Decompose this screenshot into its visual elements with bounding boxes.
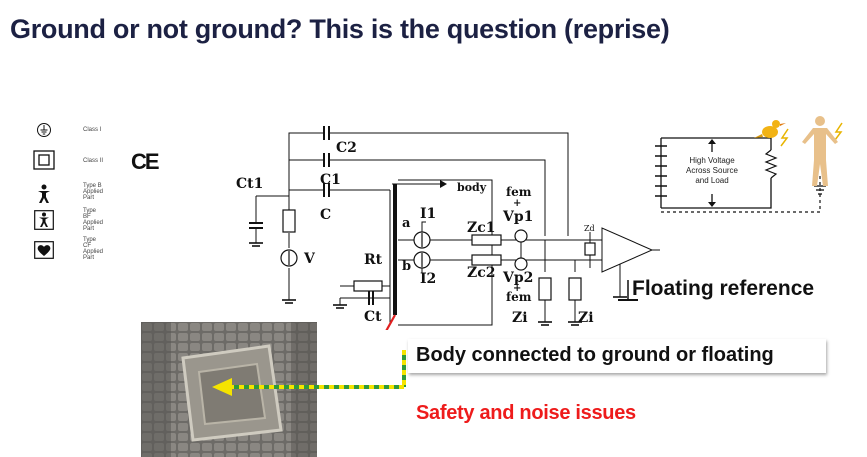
label-zi2: Zi: [578, 310, 594, 326]
label-zd: Zd: [584, 224, 595, 233]
label-vp1: Vp1: [502, 209, 533, 225]
label-v: V: [303, 251, 316, 267]
class-2-label: Class II: [83, 158, 104, 164]
equipment-symbols-panel: Class I Class II CE Type B Applied Part …: [25, 116, 168, 262]
class-2-row: Class II: [25, 150, 168, 170]
label-a: a: [402, 216, 411, 231]
safety-noise-label: Safety and noise issues: [416, 402, 636, 424]
label-zc2: Zc2: [467, 265, 496, 281]
label-zc1: Zc1: [467, 220, 496, 236]
label-vp2: Vp2: [502, 270, 533, 286]
type-cf-row: Type CF Applied Part: [25, 237, 168, 268]
type-cf-label: Type CF Applied Part: [83, 237, 104, 261]
floating-reference-label: Floating reference: [632, 277, 815, 300]
label-i1: I1: [420, 206, 436, 222]
double-insulation-icon: [33, 150, 55, 170]
type-bf-person-icon: [33, 208, 55, 232]
label-body: body: [457, 181, 487, 194]
circuit-schematic: C2 C1 C Ct1 V a b I1 I2 Zc1 Zc2 fem + Vp…: [236, 126, 660, 330]
ce-mark: CE: [131, 149, 160, 174]
class-1-label: Class I: [83, 127, 102, 133]
label-fem2: fem: [506, 290, 532, 304]
body-connection-box: Body connected to ground or floating: [408, 339, 826, 373]
type-bf-label: Type BF Applied Part: [83, 208, 104, 232]
label-c: C: [320, 207, 331, 223]
label-c2: C2: [336, 140, 357, 156]
type-bf-row: Type BF Applied Part: [25, 208, 168, 236]
type-b-person-icon: [33, 182, 55, 206]
label-plus2: +: [513, 283, 521, 294]
label-fem1: fem: [506, 185, 532, 199]
label-rt: Rt: [364, 252, 383, 268]
type-b-row: Type B Applied Part: [25, 182, 168, 206]
protective-earth-icon: [33, 120, 55, 140]
label-b: b: [402, 259, 411, 274]
inset-voltage-text: High Voltage Across Source and Load: [685, 156, 739, 185]
label-ct: Ct: [364, 309, 382, 325]
type-cf-heart-icon: [33, 240, 55, 260]
class-1-row: Class I: [25, 120, 168, 140]
label-ct1: Ct1: [236, 176, 263, 192]
label-i2: I2: [420, 271, 436, 287]
label-c1: C1: [320, 172, 341, 188]
floating-circuit-inset: High Voltage Across Source and Load: [649, 103, 860, 224]
page-title: Ground or not ground? This is the questi…: [10, 14, 670, 44]
label-plus1: +: [513, 198, 521, 209]
label-zi1: Zi: [512, 310, 528, 326]
body-connection-label: Body connected to ground or floating: [416, 344, 774, 366]
type-b-label: Type B Applied Part: [83, 183, 104, 201]
